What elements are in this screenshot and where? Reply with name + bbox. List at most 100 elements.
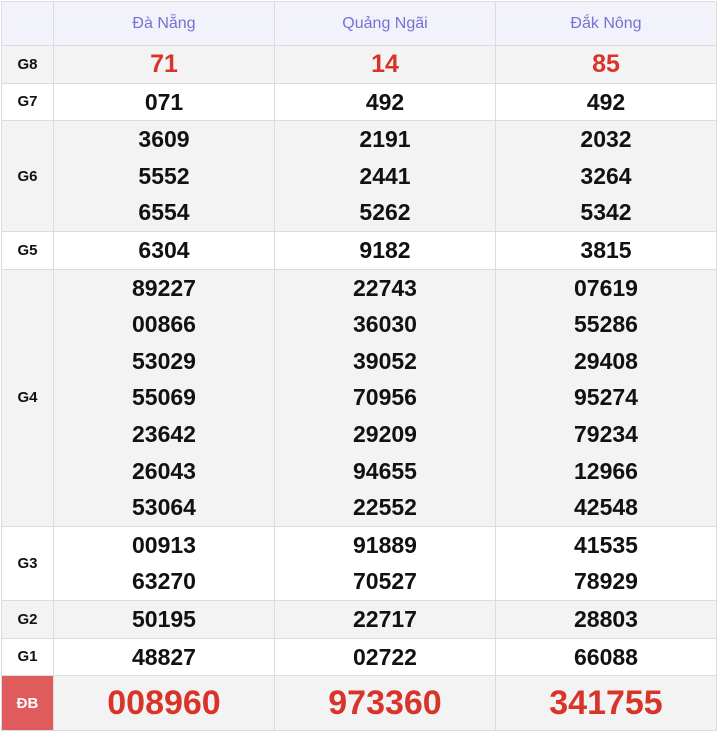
prize-cell: 41535 78929 <box>495 525 717 601</box>
prize-number: 07619 <box>574 274 638 301</box>
province-header: Đà Nẵng <box>53 1 275 46</box>
prize-cell: 02722 <box>274 637 496 677</box>
prize-cell: 2032 3264 5342 <box>495 120 717 232</box>
prize-cell: 14 <box>274 45 496 84</box>
prize-cell: 22743 36030 39052 70956 29209 94655 22552 <box>274 268 496 527</box>
prize-number: 2032 <box>580 126 632 153</box>
prize-label: G1 <box>1 637 54 677</box>
prize-cell: 071 <box>53 82 275 122</box>
prize-number: 12966 <box>574 457 638 484</box>
prize-number: 00913 <box>132 531 196 558</box>
header-row: Đà Nẵng Quảng Ngãi Đắk Nông <box>1 1 717 46</box>
prize-cell: 50195 <box>53 599 275 639</box>
prize-cell: 3609 5552 6554 <box>53 120 275 232</box>
prize-number: 55286 <box>574 311 638 338</box>
prize-number: 42548 <box>574 494 638 521</box>
prize-number: 26043 <box>132 457 196 484</box>
prize-cell: 89227 00866 53029 55069 23642 26043 53064 <box>53 268 275 527</box>
prize-number: 94655 <box>353 457 417 484</box>
prize-number: 70956 <box>353 384 417 411</box>
prize-number: 00866 <box>132 311 196 338</box>
prize-number: 02722 <box>353 643 417 670</box>
prize-cell: 48827 <box>53 637 275 677</box>
corner-cell <box>1 1 54 46</box>
prize-number: 008960 <box>107 683 221 722</box>
prize-number: 22552 <box>353 494 417 521</box>
prize-row-đb: ĐB 008960 973360 341755 <box>1 675 717 731</box>
prize-number: 70527 <box>353 568 417 595</box>
prize-label: G8 <box>1 45 54 84</box>
prize-cell: 3815 <box>495 230 717 270</box>
prize-label: G3 <box>1 525 54 601</box>
prize-cell: 22717 <box>274 599 496 639</box>
prize-cell: 2191 2441 5262 <box>274 120 496 232</box>
prize-number: 36030 <box>353 311 417 338</box>
prize-number: 6304 <box>138 236 190 263</box>
prize-number: 29209 <box>353 420 417 447</box>
prize-number: 341755 <box>549 683 663 722</box>
prize-cell: 492 <box>495 82 717 122</box>
prize-number: 89227 <box>132 274 196 301</box>
prize-number: 5262 <box>359 199 411 226</box>
prize-number: 95274 <box>574 384 638 411</box>
prize-cell: 66088 <box>495 637 717 677</box>
prize-cell: 973360 <box>274 675 496 731</box>
prize-number: 3264 <box>580 162 632 189</box>
province-header: Quảng Ngãi <box>274 1 496 46</box>
prize-label: G4 <box>1 268 54 527</box>
prize-cell: 85 <box>495 45 717 84</box>
prize-number: 973360 <box>328 683 442 722</box>
prize-number: 53064 <box>132 494 196 521</box>
prize-cell: 9182 <box>274 230 496 270</box>
prize-cell: 341755 <box>495 675 717 731</box>
prize-number: 50195 <box>132 605 196 632</box>
prize-number: 63270 <box>132 568 196 595</box>
prize-label: ĐB <box>1 675 54 731</box>
prize-number: 71 <box>150 50 178 78</box>
prize-number: 14 <box>371 50 399 78</box>
prize-cell: 07619 55286 29408 95274 79234 12966 42548 <box>495 268 717 527</box>
prize-number: 22717 <box>353 605 417 632</box>
prize-row-g3: G3 00913 63270 91889 70527 41535 78929 <box>1 525 717 601</box>
prize-number: 29408 <box>574 347 638 374</box>
prize-row-g4: G4 89227 00866 53029 55069 23642 26043 53064 227… <box>1 268 717 527</box>
prize-number: 2191 <box>359 126 411 153</box>
prize-row-g5: G5 6304 9182 3815 <box>1 230 717 270</box>
prize-row-g2: G2 50195 22717 28803 <box>1 599 717 639</box>
prize-label: G6 <box>1 120 54 232</box>
prize-number: 78929 <box>574 568 638 595</box>
prize-row-g1: G1 48827 02722 66088 <box>1 637 717 677</box>
prize-number: 23642 <box>132 420 196 447</box>
prize-number: 85 <box>592 50 620 78</box>
prize-number: 3815 <box>580 236 632 263</box>
prize-cell: 008960 <box>53 675 275 731</box>
prize-number: 41535 <box>574 531 638 558</box>
prize-number: 6554 <box>138 199 190 226</box>
prize-cell: 71 <box>53 45 275 84</box>
prize-number: 5552 <box>138 162 190 189</box>
prize-number: 492 <box>365 88 405 115</box>
prize-label: G7 <box>1 82 54 122</box>
prize-number: 22743 <box>353 274 417 301</box>
prize-number: 53029 <box>132 347 196 374</box>
prize-cell: 6304 <box>53 230 275 270</box>
prize-label: G2 <box>1 599 54 639</box>
prize-number: 55069 <box>132 384 196 411</box>
prize-number: 071 <box>144 88 184 115</box>
prize-number: 91889 <box>353 531 417 558</box>
prize-row-g7: G7 071 492 492 <box>1 82 717 122</box>
prize-cell: 28803 <box>495 599 717 639</box>
prize-number: 2441 <box>359 162 411 189</box>
prize-cell: 91889 70527 <box>274 525 496 601</box>
prize-number: 9182 <box>359 236 411 263</box>
prize-cell: 492 <box>274 82 496 122</box>
prize-number: 28803 <box>574 605 638 632</box>
prize-number: 39052 <box>353 347 417 374</box>
prize-number: 492 <box>586 88 626 115</box>
prize-row-g8: G8 71 14 85 <box>1 45 717 84</box>
prize-number: 79234 <box>574 420 638 447</box>
prize-row-g6: G6 3609 5552 6554 2191 2441 5262 2032 3264 5342 <box>1 120 717 232</box>
prize-cell: 00913 63270 <box>53 525 275 601</box>
prize-label: G5 <box>1 230 54 270</box>
